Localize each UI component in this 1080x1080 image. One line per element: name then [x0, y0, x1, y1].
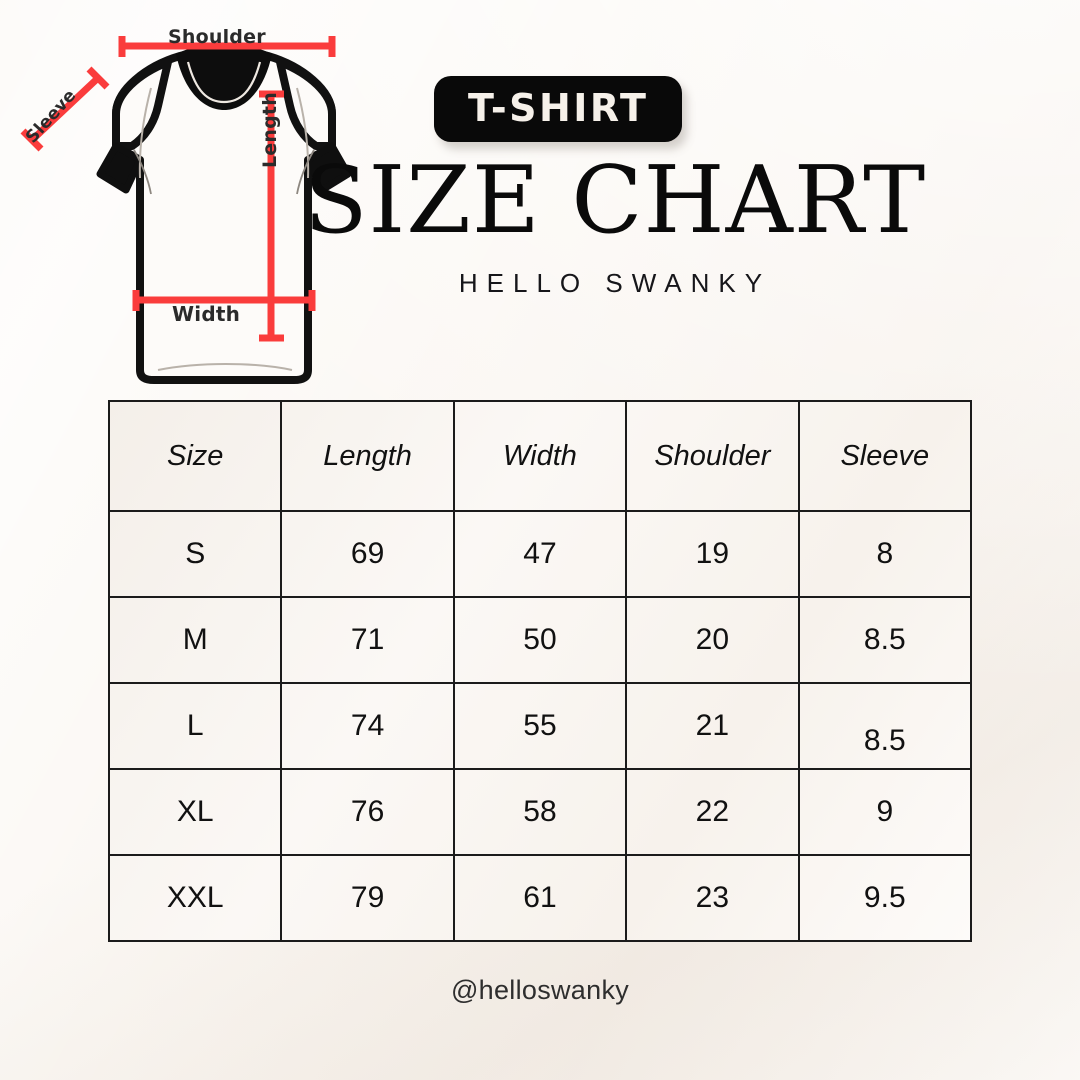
shirt-collar-inner-line — [186, 61, 262, 104]
size-chart-table-body: Size Length Width Shoulder Sleeve S 69 4… — [107, 400, 973, 942]
shirt-collar — [176, 44, 272, 110]
product-type-badge: T-SHIRT — [434, 76, 683, 142]
cell-sleeve-l: 8.5 — [797, 682, 973, 770]
column-header-shoulder: Shoulder — [625, 400, 800, 512]
shirt-fold-left — [133, 149, 152, 195]
shirt-hem-line — [157, 363, 293, 371]
table-row: XXL 79 61 23 9.5 — [107, 854, 973, 942]
cell-length-s: 69 — [280, 510, 455, 598]
table-header-row: Size Length Width Shoulder Sleeve — [107, 400, 973, 512]
shirt-cuff-left — [96, 142, 144, 194]
column-header-sleeve: Sleeve — [797, 400, 973, 512]
cell-sleeve-s: 8 — [797, 510, 973, 598]
shirt-seam-right — [296, 87, 310, 179]
column-header-size: Size — [107, 400, 283, 512]
cell-sleeve-m: 8.5 — [797, 596, 973, 684]
cell-width-xl: 58 — [452, 768, 628, 856]
shirt-fold-right — [296, 149, 315, 195]
cell-shoulder-s: 19 — [625, 510, 800, 598]
cell-size-xxl: XXL — [107, 854, 283, 942]
page-title: SIZE CHART — [303, 146, 927, 254]
table-row: S 69 47 19 8 — [107, 510, 973, 598]
cell-shoulder-xxl: 23 — [625, 854, 800, 942]
column-header-width: Width — [452, 400, 628, 512]
cell-size-xl: XL — [107, 768, 283, 856]
table-row: L 74 55 21 8.5 — [107, 682, 973, 770]
brand-subtitle: HELLO SWANKY — [458, 268, 772, 298]
cell-length-xl: 76 — [280, 768, 455, 856]
cell-size-s: S — [107, 510, 283, 598]
cell-shoulder-l: 21 — [625, 682, 800, 770]
cell-sleeve-xxl: 9.5 — [797, 854, 973, 942]
product-type-badge-label: T-SHIRT — [468, 86, 649, 130]
cell-width-xxl: 61 — [452, 854, 628, 942]
table-row: XL 76 58 22 9 — [107, 768, 973, 856]
cell-width-s: 47 — [452, 510, 628, 598]
cell-shoulder-xl: 22 — [625, 768, 800, 856]
cell-width-m: 50 — [452, 596, 628, 684]
measure-label-shoulder: Shoulder — [168, 26, 266, 48]
cell-size-l: L — [107, 682, 283, 770]
measure-label-width: Width — [172, 302, 241, 326]
cell-width-l: 55 — [452, 682, 628, 770]
social-handle: @helloswanky — [450, 975, 630, 1005]
cell-length-l: 74 — [280, 682, 455, 770]
table-row: M 71 50 20 8.5 — [107, 596, 973, 684]
cell-size-m: M — [107, 596, 283, 684]
cell-length-xxl: 79 — [280, 854, 455, 942]
cell-shoulder-m: 20 — [625, 596, 800, 684]
shirt-seam-left — [138, 87, 152, 179]
cell-length-m: 71 — [280, 596, 455, 684]
size-chart-table: Size Length Width Shoulder Sleeve S 69 4… — [107, 400, 973, 942]
column-header-length: Length — [280, 400, 455, 512]
cell-sleeve-xl: 9 — [797, 768, 973, 856]
shirt-cuff-right — [304, 142, 352, 194]
